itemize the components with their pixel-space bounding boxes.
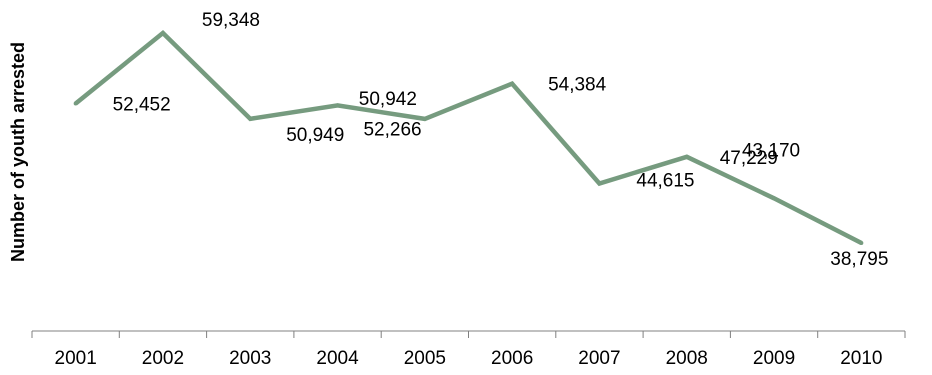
x-tick-label: 2008 xyxy=(666,348,708,369)
x-tick-label: 2010 xyxy=(840,348,882,369)
x-axis: 2001 2002 2003 2004 2005 2006 2007 2008 2009 2010 xyxy=(31,330,906,369)
data-point xyxy=(248,116,253,121)
data-label: 52,452 xyxy=(113,94,171,115)
x-tick-label: 2007 xyxy=(578,348,620,369)
data-point xyxy=(73,101,78,106)
data-label: 38,795 xyxy=(830,249,888,270)
y-axis-title: Number of youth arrested xyxy=(8,42,28,262)
x-tick-label: 2009 xyxy=(753,348,795,369)
data-label: 54,384 xyxy=(548,75,607,96)
series-line xyxy=(74,29,863,246)
data-point xyxy=(422,116,427,121)
x-tick-label: 2002 xyxy=(142,348,184,369)
data-label: 50,949 xyxy=(286,125,344,146)
x-tick-label: 2005 xyxy=(404,348,446,369)
data-labels: 52,452 59,348 50,949 52,266 50,942 54,384 44,6… xyxy=(113,10,889,270)
data-label: 47,229 xyxy=(720,148,778,169)
data-point xyxy=(684,154,689,159)
data-label: 52,266 xyxy=(363,119,421,140)
series-line-group xyxy=(73,29,864,246)
x-tick-label: 2006 xyxy=(491,348,533,369)
data-label: 44,615 xyxy=(636,171,694,192)
x-tick-label: 2001 xyxy=(55,348,97,369)
data-point xyxy=(772,196,777,201)
x-tick-label: 2004 xyxy=(316,348,359,369)
data-label: 50,942 xyxy=(359,89,417,110)
data-point xyxy=(597,181,602,186)
data-point xyxy=(335,103,340,108)
data-point xyxy=(859,241,864,245)
data-label: 59,348 xyxy=(202,10,260,31)
x-tick-label: 2003 xyxy=(229,348,271,369)
data-point xyxy=(160,31,165,35)
data-label: 43,170 xyxy=(742,140,800,161)
data-point xyxy=(510,81,515,86)
